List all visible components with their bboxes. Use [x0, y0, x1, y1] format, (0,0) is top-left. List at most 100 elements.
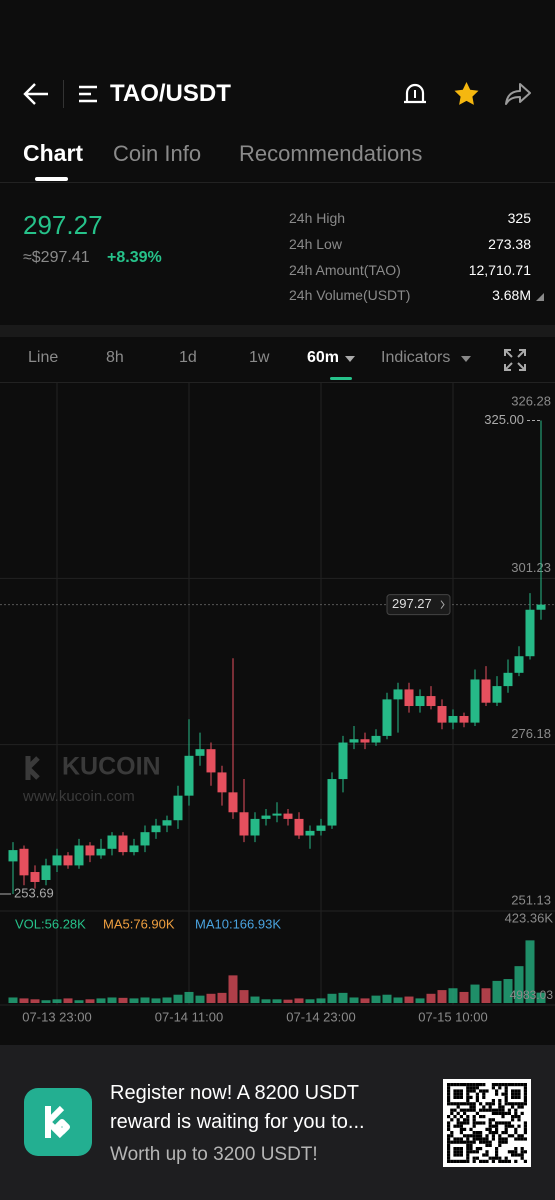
- qr-module: [485, 1159, 489, 1163]
- banner-subtitle: Worth up to 3200 USDT!: [110, 1144, 318, 1165]
- volume-bar: [162, 997, 172, 1003]
- qr-module: [463, 1102, 467, 1106]
- qr-module: [453, 1140, 457, 1144]
- qr-module: [469, 1143, 473, 1147]
- qr-module: [501, 1140, 505, 1144]
- volume-bar: [52, 999, 62, 1003]
- alert-icon[interactable]: [402, 81, 428, 107]
- qr-module: [466, 1108, 470, 1112]
- volume-bar: [382, 994, 392, 1003]
- qr-module: [447, 1150, 451, 1154]
- volume-bar: [85, 999, 95, 1003]
- volume-legend: MA5:76.90K: [103, 916, 175, 931]
- interval[interactable]: 1d: [179, 349, 197, 366]
- section-gap: [0, 325, 555, 337]
- qr-module: [475, 1083, 479, 1087]
- qr-module: [498, 1159, 502, 1163]
- qr-module: [514, 1147, 518, 1151]
- candle-body: [349, 739, 359, 743]
- qr-module: [501, 1108, 505, 1112]
- expand-triangle[interactable]: [536, 293, 544, 301]
- qr-module: [447, 1083, 451, 1087]
- qr-module: [507, 1159, 511, 1163]
- qr-module: [456, 1095, 460, 1099]
- volume-bar: [404, 996, 414, 1003]
- qr-module: [504, 1159, 508, 1163]
- qr-module: [447, 1086, 451, 1090]
- candle-body: [448, 715, 458, 723]
- qr-module: [466, 1150, 470, 1154]
- qr-module: [472, 1086, 476, 1090]
- qr-module: [466, 1156, 470, 1160]
- tab[interactable]: Chart: [23, 140, 84, 166]
- interval[interactable]: Line: [28, 349, 59, 366]
- interval[interactable]: 1w: [249, 349, 270, 366]
- qr-module: [453, 1159, 457, 1163]
- qr-module: [485, 1102, 489, 1106]
- qr-module: [472, 1159, 476, 1163]
- back-button[interactable]: [22, 81, 50, 107]
- qr-module: [523, 1137, 527, 1141]
- volume-bar: [96, 998, 106, 1003]
- qr-module: [491, 1102, 495, 1106]
- qr-module: [498, 1086, 502, 1090]
- volume-bar: [8, 997, 18, 1003]
- qr-module: [491, 1118, 495, 1122]
- qr-module: [456, 1105, 460, 1109]
- qr-module: [466, 1095, 470, 1099]
- candle-body: [283, 813, 293, 819]
- qr-module: [466, 1083, 470, 1087]
- qr-module: [504, 1095, 508, 1099]
- qr-module: [498, 1140, 502, 1144]
- qr-module: [472, 1089, 476, 1093]
- qr-module: [485, 1089, 489, 1093]
- banner-title: Register now! A 8200 USDT reward is wait…: [110, 1082, 365, 1133]
- qr-module: [520, 1102, 524, 1106]
- qr-module: [466, 1159, 470, 1163]
- qr-module: [447, 1121, 451, 1125]
- menu-icon[interactable]: [79, 85, 99, 103]
- qr-module: [511, 1134, 515, 1138]
- qr-module: [456, 1153, 460, 1157]
- qr-module: [447, 1143, 451, 1147]
- indicators-button[interactable]: Indicators: [381, 349, 451, 366]
- qr-module: [456, 1102, 460, 1106]
- share-icon[interactable]: [504, 82, 532, 106]
- tab[interactable]: Recommendations: [239, 141, 423, 166]
- interval[interactable]: 8h: [106, 349, 124, 366]
- qr-module: [456, 1121, 460, 1125]
- qr-module: [511, 1115, 515, 1119]
- volume-bar: [261, 999, 271, 1003]
- candle-body: [305, 830, 315, 836]
- qr-module: [523, 1131, 527, 1135]
- qr-module: [450, 1140, 454, 1144]
- y-tick-label: 326.28: [511, 393, 551, 408]
- interval[interactable]: 60m: [307, 349, 340, 366]
- stat-label: 24h Amount(TAO): [289, 262, 401, 278]
- qr-module: [504, 1140, 508, 1144]
- fullscreen-icon[interactable]: [503, 348, 527, 372]
- qr-module: [463, 1083, 467, 1087]
- qr-module: [469, 1089, 473, 1093]
- qr-module: [472, 1115, 476, 1119]
- volume-tick-label: 423.36K: [505, 910, 554, 925]
- qr-module: [511, 1095, 515, 1099]
- qr-module: [523, 1150, 527, 1154]
- qr-module: [511, 1089, 515, 1093]
- candle-body: [415, 696, 425, 707]
- kucoin-logo: [24, 1088, 92, 1156]
- qr-module: [469, 1127, 473, 1131]
- tab[interactable]: Coin Info: [113, 141, 202, 166]
- qr-module: [488, 1156, 492, 1160]
- divider: [63, 80, 64, 108]
- qr-module: [514, 1095, 518, 1099]
- qr-module: [511, 1124, 515, 1128]
- qr-module: [463, 1111, 467, 1115]
- favorite-star[interactable]: [453, 81, 480, 107]
- qr-module: [459, 1127, 463, 1131]
- qr-code: [443, 1079, 531, 1167]
- qr-module: [459, 1115, 463, 1119]
- volume-bar: [239, 990, 249, 1003]
- change: +8.39%: [107, 249, 162, 266]
- volume-bar: [327, 993, 337, 1003]
